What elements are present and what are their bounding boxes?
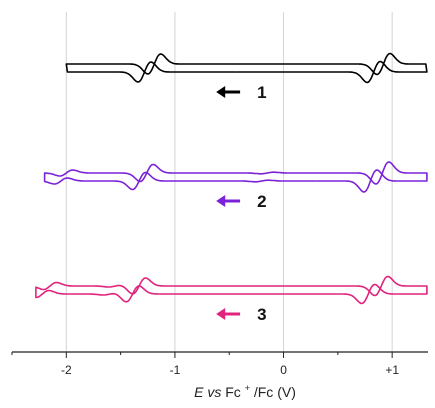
traces [35, 52, 428, 305]
x-axis-label-sup: + [245, 383, 250, 393]
gridlines [65, 12, 393, 352]
scan-arrow-3-head [216, 308, 226, 320]
cv-trace-1 [65, 52, 428, 84]
x-tick-label: -2 [61, 363, 72, 377]
x-axis-label-symbol: E [194, 384, 204, 400]
compound-label-3: 3 [257, 305, 266, 324]
compound-label-1: 1 [257, 83, 266, 102]
scan-direction-markers: 1 2 3 [216, 83, 267, 324]
x-axis-label-pre: Fc [225, 384, 241, 400]
scan-arrow-2-head [216, 195, 226, 207]
compound-label-2: 2 [257, 192, 266, 211]
cv-trace-3 [35, 275, 428, 305]
cv-trace-2 [43, 161, 428, 193]
x-axis-label-post: /Fc (V) [254, 384, 296, 400]
x-tick-label: +1 [385, 363, 399, 377]
x-tick-label: 0 [280, 363, 287, 377]
x-tick-label: -1 [170, 363, 181, 377]
scan-arrow-1-head [216, 86, 226, 98]
x-ticks: -2 -1 0 +1 [11, 352, 399, 377]
x-axis-label: E vs Fc + /Fc (V) [194, 378, 296, 400]
x-axis-label-vs: vs [207, 384, 221, 400]
